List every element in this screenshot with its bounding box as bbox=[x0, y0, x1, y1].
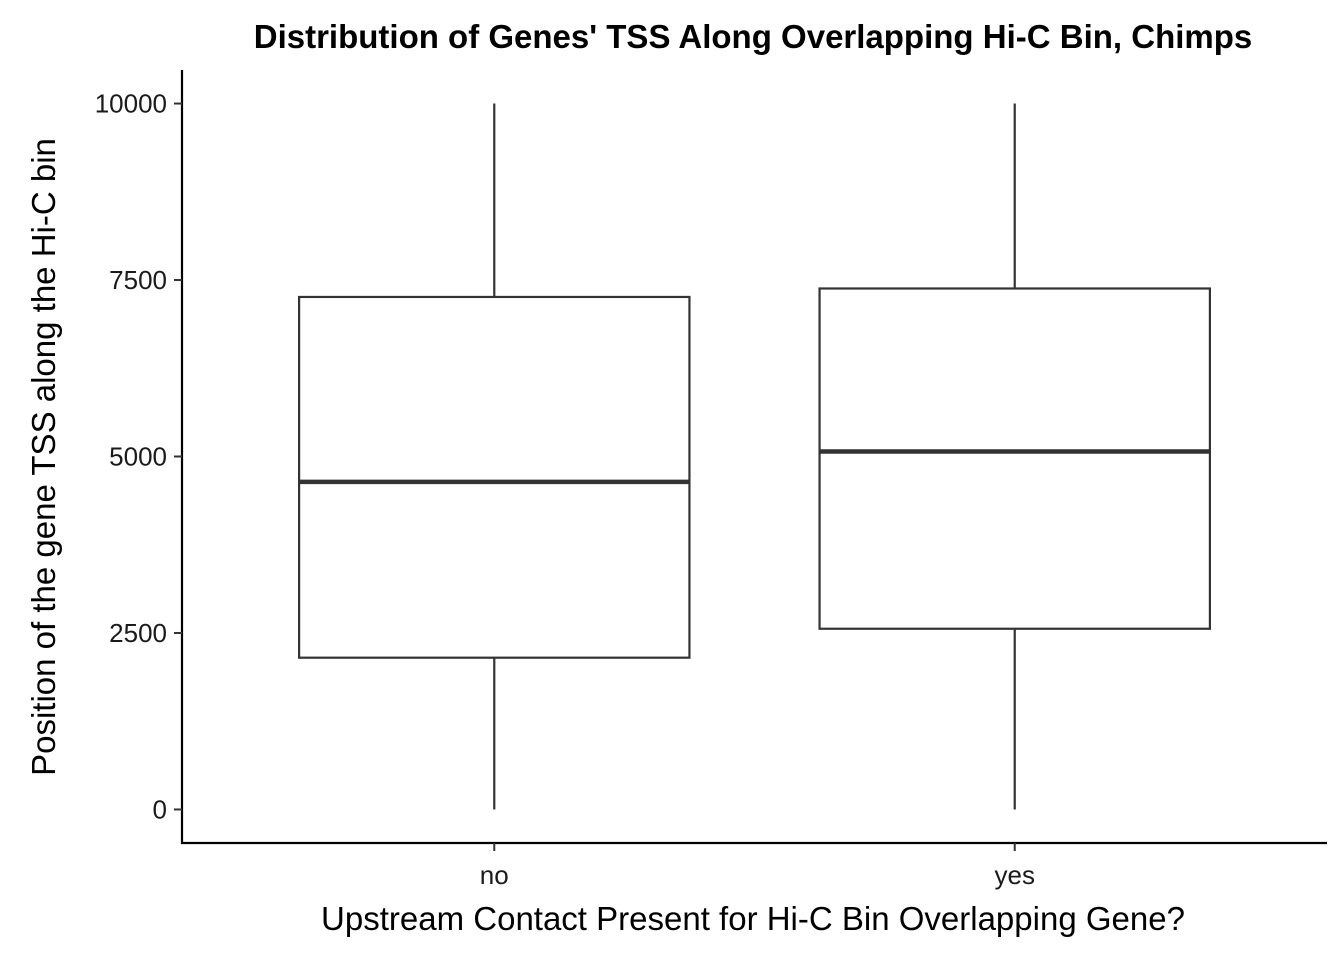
box-iqr bbox=[298, 295, 691, 659]
box-no bbox=[298, 103, 691, 810]
y-tick-label: 10000 bbox=[95, 89, 167, 119]
x-tick-label: yes bbox=[994, 860, 1034, 890]
x-axis-title: Upstream Contact Present for Hi-C Bin Ov… bbox=[321, 900, 1185, 937]
y-tick-label: 0 bbox=[153, 794, 167, 824]
box-yes bbox=[818, 103, 1211, 810]
x-axis: no yes bbox=[480, 843, 1035, 890]
x-tick-label: no bbox=[480, 860, 509, 890]
y-tick-label: 2500 bbox=[109, 618, 167, 648]
plot-area bbox=[298, 103, 1211, 810]
y-tick-label: 5000 bbox=[109, 442, 167, 472]
chart-title: Distribution of Genes' TSS Along Overlap… bbox=[254, 18, 1253, 55]
y-axis-title: Position of the gene TSS along the Hi-C … bbox=[25, 138, 62, 776]
y-tick-label: 7500 bbox=[109, 265, 167, 295]
box-iqr bbox=[818, 287, 1211, 630]
y-axis: 0 2500 5000 7500 10000 bbox=[95, 89, 182, 824]
